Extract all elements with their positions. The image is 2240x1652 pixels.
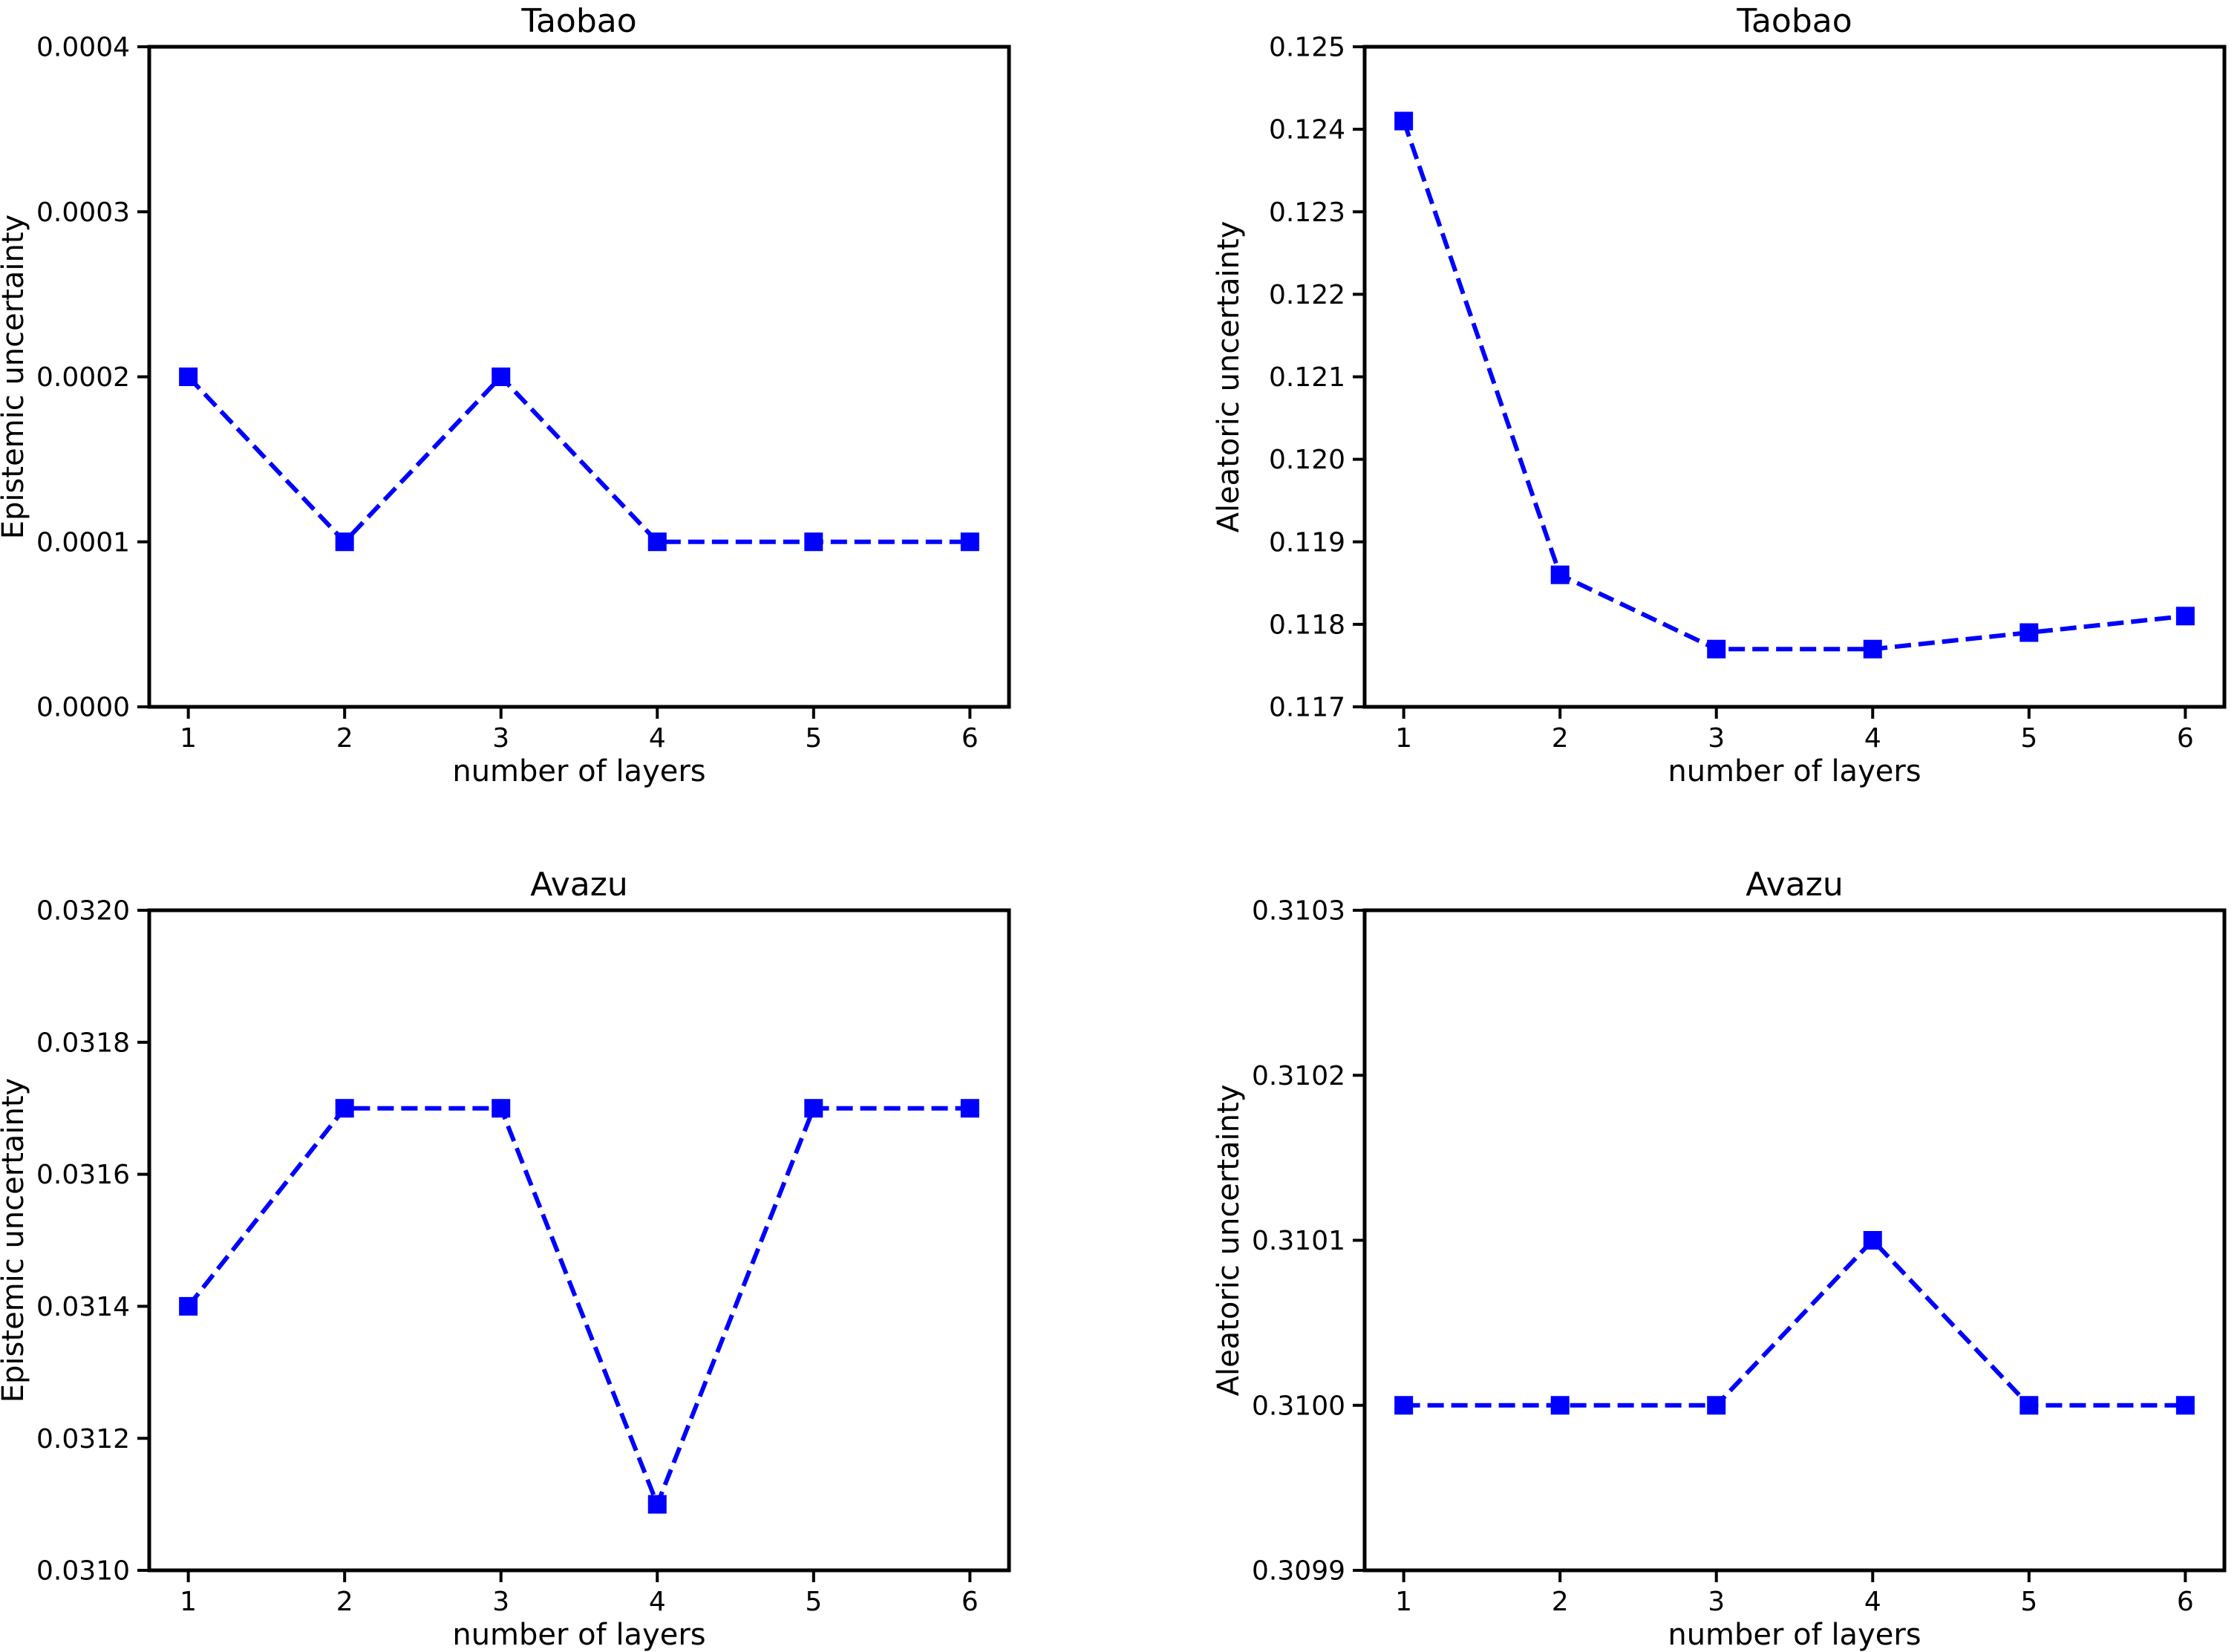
x-tick-label: 3: [1708, 723, 1725, 754]
y-tick-label: 0.0312: [36, 1424, 130, 1455]
x-tick-label: 1: [1395, 723, 1412, 754]
y-tick-label: 0.0004: [36, 33, 130, 63]
x-tick-label: 6: [2177, 1587, 2194, 1617]
y-axis-label: Aleatoric uncertainty: [1212, 1085, 1246, 1397]
data-point-marker: [2175, 1396, 2195, 1415]
y-tick-label: 0.3100: [1252, 1391, 1345, 1421]
y-tick-label: 0.117: [1269, 693, 1345, 723]
x-tick-label: 5: [805, 723, 822, 754]
x-tick-label: 4: [1864, 723, 1881, 754]
data-point-marker: [1394, 1396, 1414, 1415]
x-tick-label: 1: [1395, 1587, 1412, 1617]
data-point-marker: [804, 1099, 823, 1118]
x-tick-label: 5: [805, 1587, 822, 1617]
data-point-marker: [647, 1495, 667, 1514]
data-point-marker: [1394, 111, 1414, 131]
data-point-marker: [2019, 623, 2039, 642]
x-axis-label: number of layers: [452, 1618, 705, 1652]
y-tick-label: 0.118: [1269, 610, 1345, 640]
x-tick-label: 5: [2020, 723, 2037, 754]
data-point-marker: [1550, 1396, 1570, 1415]
data-point-marker: [804, 532, 823, 552]
data-point-marker: [1863, 1231, 1882, 1250]
x-tick-label: 4: [649, 1587, 666, 1617]
data-point-marker: [2175, 607, 2195, 626]
series-line: [1401, 120, 2186, 652]
data-point-marker: [335, 1099, 354, 1118]
x-tick-label: 1: [180, 1587, 197, 1617]
x-tick-label: 5: [2020, 1587, 2037, 1617]
data-point-marker: [960, 1099, 979, 1118]
x-tick-label: 6: [961, 1587, 979, 1617]
data-point-marker: [492, 1099, 511, 1118]
data-point-marker: [1550, 565, 1570, 584]
x-tick-label: 4: [649, 723, 666, 754]
y-tick-label: 0.0320: [36, 896, 130, 927]
x-tick-label: 2: [336, 1587, 353, 1617]
x-tick-label: 2: [1552, 723, 1569, 754]
y-tick-label: 0.122: [1269, 280, 1345, 310]
y-tick-label: 0.121: [1269, 362, 1345, 393]
y-tick-label: 0.0318: [36, 1028, 130, 1058]
chart-title: Taobao: [1736, 2, 1852, 40]
y-tick-label: 0.123: [1269, 197, 1345, 228]
data-point-marker: [647, 532, 667, 552]
x-tick-label: 3: [1708, 1587, 1725, 1617]
y-tick-label: 0.0001: [36, 527, 130, 558]
chart-title: Avazu: [530, 866, 628, 904]
data-point-marker: [335, 532, 354, 552]
y-tick-label: 0.119: [1269, 527, 1345, 558]
data-point-marker: [1863, 639, 1882, 659]
series-line: [186, 373, 970, 546]
data-point-marker: [1707, 639, 1726, 659]
y-tick-label: 0.3103: [1252, 896, 1345, 927]
x-tick-label: 3: [492, 1587, 509, 1617]
data-point-marker: [960, 532, 979, 552]
data-point-marker: [2019, 1396, 2039, 1415]
y-tick-label: 0.0000: [36, 693, 130, 723]
y-tick-label: 0.125: [1269, 33, 1345, 63]
series-line: [1403, 1237, 2186, 1408]
x-tick-label: 4: [1864, 1587, 1881, 1617]
data-point-marker: [179, 368, 198, 386]
x-tick-label: 3: [492, 723, 509, 754]
x-tick-label: 1: [180, 723, 197, 754]
axes-box: [147, 908, 1011, 1573]
y-axis-label: Epistemic uncertainty: [0, 1078, 30, 1403]
y-tick-label: 0.3099: [1252, 1556, 1345, 1587]
y-tick-label: 0.0314: [36, 1292, 130, 1322]
y-tick-label: 0.0003: [36, 197, 130, 228]
y-axis-label: Epistemic uncertainty: [0, 215, 30, 539]
y-tick-label: 0.0316: [36, 1160, 130, 1190]
x-tick-label: 6: [961, 723, 979, 754]
chart-title: Avazu: [1746, 866, 1844, 904]
x-tick-label: 2: [1552, 1587, 1569, 1617]
y-tick-label: 0.3102: [1252, 1061, 1345, 1091]
y-tick-label: 0.124: [1269, 115, 1345, 146]
y-tick-label: 0.120: [1269, 445, 1345, 475]
x-axis-label: number of layers: [1668, 1618, 1921, 1652]
y-tick-label: 0.0310: [36, 1556, 130, 1587]
x-axis-label: number of layers: [452, 754, 705, 789]
y-tick-label: 0.3101: [1252, 1226, 1345, 1256]
y-axis-label: Aleatoric uncertainty: [1212, 221, 1246, 533]
chart-title: Taobao: [520, 2, 636, 40]
data-point-marker: [492, 368, 511, 386]
x-axis-label: number of layers: [1668, 754, 1921, 789]
x-tick-label: 2: [336, 723, 353, 754]
axes-box: [1362, 908, 2227, 1573]
data-point-marker: [179, 1296, 198, 1316]
x-tick-label: 6: [2177, 723, 2194, 754]
y-tick-label: 0.0002: [36, 362, 130, 393]
series-line: [186, 1106, 970, 1511]
axes-box: [147, 45, 1011, 709]
data-point-marker: [1707, 1396, 1726, 1415]
